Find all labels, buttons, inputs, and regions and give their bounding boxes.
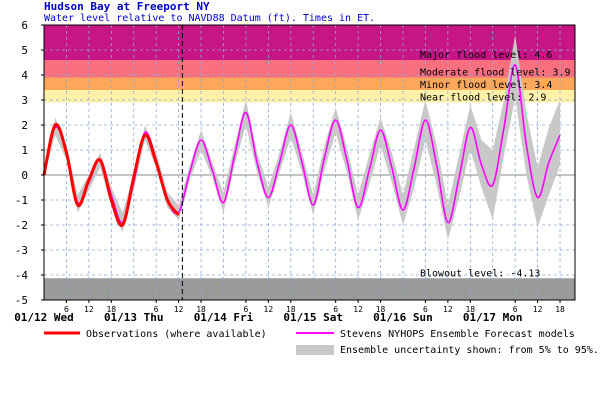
x-hour-label: 18	[286, 305, 296, 314]
flood-bands	[44, 25, 575, 300]
x-hour-label: 18	[465, 305, 475, 314]
y-tick-label: 3	[21, 94, 28, 107]
x-day-label: 01/16 Sun	[373, 311, 433, 324]
y-tick-label: 0	[21, 169, 28, 182]
x-hour-label: 12	[443, 305, 453, 314]
flood-level-label: Moderate flood level: 3.9	[420, 68, 571, 79]
x-day-label: 01/15 Sat	[283, 311, 343, 324]
x-day-label: 01/12 Wed	[14, 311, 74, 324]
y-tick-label: 2	[21, 119, 28, 132]
y-tick-label: 5	[21, 44, 28, 57]
x-hour-label: 12	[264, 305, 274, 314]
y-tick-label: -5	[15, 294, 28, 307]
y-tick-label: 6	[21, 19, 28, 32]
x-hour-label: 12	[174, 305, 184, 314]
x-hour-label: 6	[513, 305, 518, 314]
y-tick-label: 1	[21, 144, 28, 157]
flood-band-1	[44, 25, 575, 60]
flood-band-2	[44, 60, 575, 78]
blowout-level-label: Blowout level: -4.13	[420, 268, 540, 279]
x-hour-label: 6	[154, 305, 159, 314]
flood-level-label: Minor flood level: 3.4	[420, 80, 552, 91]
y-tick-label: 4	[21, 69, 28, 82]
x-day-label: 01/17 Mon	[463, 311, 523, 324]
axes	[41, 24, 576, 303]
flood-band-3	[44, 77, 575, 90]
x-hour-label: 18	[376, 305, 386, 314]
y-tick-label: -4	[15, 269, 29, 282]
x-hour-label: 12	[84, 305, 94, 314]
chart-subtitle: Water level relative to NAVD88 Datum (ft…	[44, 13, 375, 24]
x-hour-label: 18	[106, 305, 116, 314]
x-hour-label: 18	[555, 305, 565, 314]
flood-level-label: Major flood level: 4.6	[420, 50, 552, 61]
legend-uncertainty-label: Ensemble uncertainty shown: from 5% to 9…	[340, 345, 599, 356]
x-hour-label: 6	[244, 305, 249, 314]
legend-forecast-label: Stevens NYHOPS Ensemble Forecast models	[340, 329, 575, 340]
plot-border	[43, 24, 576, 301]
y-tick-label: -1	[15, 194, 28, 207]
blowout-band	[44, 278, 575, 300]
x-day-label: 01/14 Fri	[194, 311, 254, 324]
x-hour-label: 18	[196, 305, 206, 314]
x-hour-label: 6	[423, 305, 428, 314]
x-hour-label: 6	[333, 305, 338, 314]
x-hour-label: 6	[64, 305, 69, 314]
flood-band-4	[44, 90, 575, 103]
series-observations-line	[42, 123, 180, 227]
y-tick-label: -3	[15, 244, 28, 257]
chart-title: Hudson Bay at Freeport NY	[44, 0, 210, 13]
x-hour-label: 12	[353, 305, 363, 314]
x-day-label: 01/13 Thu	[104, 311, 164, 324]
flood-level-label: Near flood level: 2.9	[420, 93, 546, 104]
y-tick-label: -2	[15, 219, 28, 232]
legend-uncertainty-swatch	[296, 345, 334, 355]
series-lines	[42, 64, 561, 227]
legend-observations-label: Observations (where available)	[86, 329, 267, 340]
x-hour-label: 12	[533, 305, 543, 314]
